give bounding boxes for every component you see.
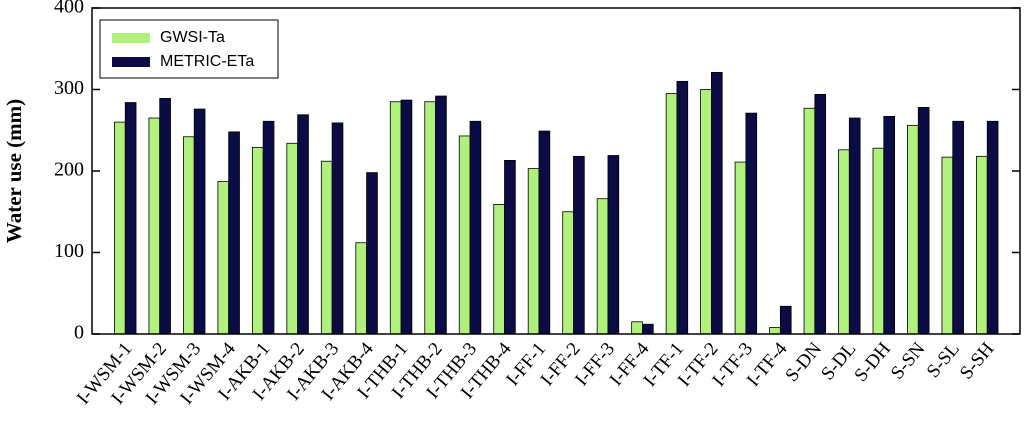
bar <box>320 160 333 335</box>
bar <box>734 161 747 335</box>
bar <box>573 155 585 335</box>
bar <box>848 117 861 335</box>
bar <box>676 80 689 335</box>
bar <box>331 122 344 335</box>
bar <box>769 327 781 335</box>
bar <box>917 107 930 335</box>
legend-label: GWSI-Ta <box>160 29 225 46</box>
x-tick-label: I-TF-4 <box>743 338 792 391</box>
x-tick-label: S-SN <box>887 338 930 383</box>
bar <box>907 124 919 335</box>
bar <box>803 107 816 335</box>
bar <box>148 117 161 335</box>
bar <box>872 147 885 335</box>
x-tick-label: S-SH <box>956 338 999 383</box>
bar <box>838 149 850 335</box>
bar <box>976 155 988 335</box>
bar <box>182 136 195 335</box>
bar <box>217 181 230 335</box>
bar <box>424 101 436 335</box>
y-tick-label: 100 <box>54 240 84 262</box>
bar <box>607 155 620 335</box>
bar <box>469 120 482 335</box>
legend-label: METRIC-ETa <box>160 53 254 70</box>
bar <box>355 242 367 335</box>
bar <box>262 120 275 335</box>
legend-swatch <box>112 33 150 43</box>
bar <box>297 114 309 335</box>
bar <box>366 172 378 335</box>
bar <box>400 99 413 335</box>
x-tick-label: S-SL <box>923 339 964 382</box>
bar <box>251 146 264 335</box>
bar <box>493 204 505 335</box>
x-tick-label: S-DN <box>781 338 826 386</box>
bar <box>596 198 609 335</box>
bar <box>986 120 999 335</box>
bar <box>562 211 574 335</box>
plot-frame <box>91 7 1021 335</box>
bar <box>159 98 171 335</box>
bar <box>779 305 792 335</box>
bar <box>193 108 206 335</box>
bar <box>665 93 678 335</box>
y-tick-label: 300 <box>54 77 84 99</box>
bar <box>504 160 516 335</box>
bar <box>883 115 895 335</box>
bar <box>814 93 827 335</box>
bar <box>124 102 137 335</box>
bar <box>631 321 643 335</box>
legend-box <box>99 19 279 79</box>
x-tick-label: S-DL <box>817 339 860 385</box>
x-tick-label: S-DH <box>850 338 895 386</box>
bar <box>941 156 954 335</box>
bar <box>642 323 654 335</box>
y-tick-label: 200 <box>54 159 84 181</box>
bar <box>228 131 240 335</box>
legend-swatch <box>112 57 150 67</box>
bar <box>700 89 712 335</box>
bar <box>458 135 471 335</box>
bar <box>114 121 126 335</box>
bar <box>286 142 299 335</box>
y-tick-label: 400 <box>54 0 84 18</box>
bar <box>389 101 402 335</box>
bar <box>711 71 723 335</box>
bar <box>538 130 551 335</box>
bar <box>745 112 758 335</box>
bar <box>527 168 540 335</box>
bar <box>952 120 964 335</box>
y-tick-label: 0 <box>74 322 84 344</box>
bar <box>435 95 447 335</box>
y-axis-title: Water use (mm) <box>2 99 26 243</box>
